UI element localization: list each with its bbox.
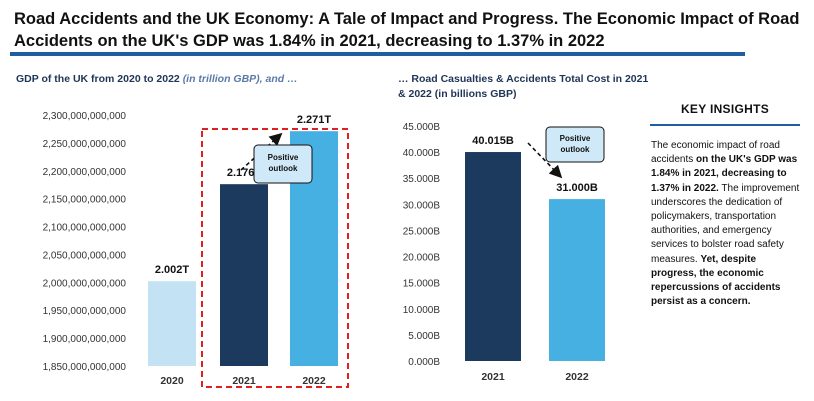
left-y-tick-label: 2,250,000,000,000 — [43, 139, 127, 150]
right-y-tick-label: 45.000B — [403, 122, 441, 133]
left-callout-text: Positive — [268, 153, 299, 162]
right-trend-arrow — [527, 142, 563, 179]
page-title: Road Accidents and the UK Economy: A Tal… — [14, 10, 800, 50]
left-chart-subtitle-unit: (in trillion GBP), and … — [182, 73, 298, 85]
left-chart-subtitle-main: GDP of the UK from 2020 to 2022 — [16, 73, 183, 85]
insights-text-1-bold: on the UK's GDP was 1.84% in 2021, decre… — [651, 154, 798, 194]
left-x-tick-label: 2020 — [160, 375, 184, 387]
right-y-tick-label: 15.000B — [403, 279, 441, 290]
left-y-tick-label: 1,900,000,000,000 — [43, 334, 127, 345]
right-y-tick-label: 35.000B — [403, 174, 441, 185]
left-bar-2020 — [148, 281, 196, 366]
right-y-tick-label: 30.000B — [403, 200, 441, 211]
right-callout-text: Positive — [560, 134, 591, 143]
right-chart-subtitle: … Road Casualties & Accidents Total Cost… — [398, 73, 649, 100]
right-y-tick-label: 20.000B — [403, 253, 441, 264]
insights-text-2-bold: Yet, despite progress, the economic repe… — [651, 253, 781, 308]
insights-text-1: The economic impact of road accidents — [651, 140, 780, 166]
right-y-tick-label: 0.000B — [408, 357, 440, 368]
left-callout-box — [253, 144, 313, 184]
left-y-tick-label: 2,100,000,000,000 — [43, 223, 127, 234]
left-bar-2021 — [220, 184, 268, 366]
insights-body: The economic impact of road accidents on… — [651, 139, 803, 309]
left-y-tick-label: 2,050,000,000,000 — [43, 250, 127, 261]
left-chart-subtitle: GDP of the UK from 2020 to 2022 (in tril… — [16, 72, 356, 87]
right-callout-text: outlook — [561, 145, 590, 154]
left-x-tick-label: 2022 — [302, 375, 326, 387]
left-callout-text: outlook — [269, 164, 298, 173]
right-x-tick-label: 2021 — [481, 371, 505, 383]
left-y-tick-label: 2,000,000,000,000 — [43, 278, 127, 289]
right-bar-value-label: 40.015B — [472, 135, 514, 147]
left-y-tick-label: 2,150,000,000,000 — [43, 195, 127, 206]
left-y-tick-label: 1,850,000,000,000 — [43, 362, 127, 373]
left-bar-value-label: 2.002T — [155, 264, 190, 276]
highlight-dashed-box — [201, 128, 349, 388]
right-y-tick-label: 25.000B — [403, 226, 441, 237]
left-bar-value-label: 2.176T — [227, 167, 262, 179]
left-bar-value-label: 2.271T — [297, 114, 332, 126]
insights-text-2: The improvement underscores the dedicati… — [651, 182, 800, 265]
right-x-tick-label: 2022 — [565, 371, 589, 383]
right-y-tick-label: 40.000B — [403, 148, 441, 159]
right-y-tick-label: 5.000B — [408, 331, 440, 342]
right-y-tick-label: 10.000B — [403, 305, 441, 316]
left-y-tick-label: 2,200,000,000,000 — [43, 167, 127, 178]
left-x-tick-label: 2021 — [232, 375, 256, 387]
right-bar-2021 — [465, 152, 521, 361]
right-callout-box — [545, 126, 605, 163]
left-y-tick-label: 2,300,000,000,000 — [43, 111, 127, 122]
title-underline — [10, 52, 745, 56]
left-y-tick-label: 1,950,000,000,000 — [43, 306, 127, 317]
insights-title: KEY INSIGHTS — [680, 102, 770, 116]
left-trend-arrow — [240, 132, 283, 171]
right-bar-value-label: 31.000B — [556, 182, 598, 194]
right-bar-2022 — [549, 199, 605, 361]
insights-underline — [650, 124, 800, 126]
